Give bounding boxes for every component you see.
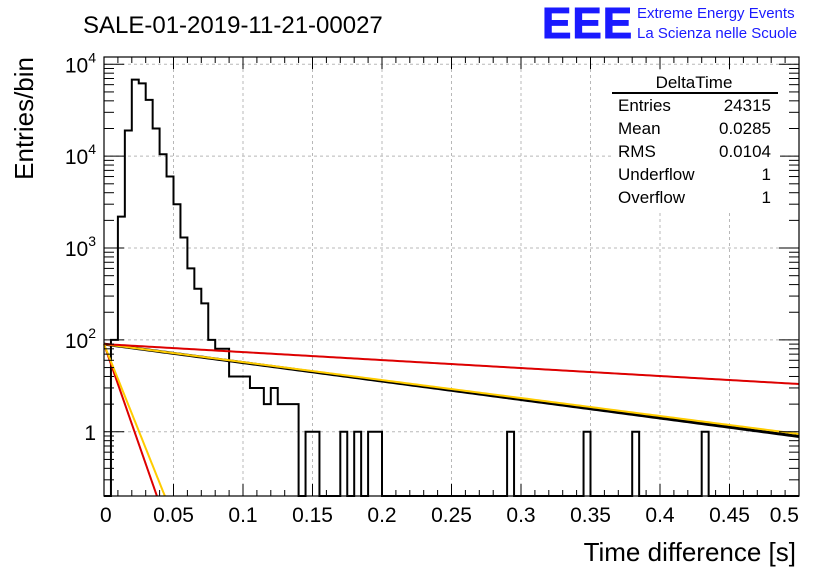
logo-mark: EEE [542, 0, 633, 48]
y-tick-label: 104 [65, 141, 96, 169]
x-tick-label: 0.15 [292, 504, 333, 527]
y-axis-label: Entries/bin [9, 57, 39, 180]
stats-label: Underflow [618, 165, 695, 184]
fit-curve [103, 343, 166, 497]
chart-title: SALE-01-2019-11-21-00027 [83, 12, 383, 39]
y-axis-ticks: 1 102 103 104 104 [65, 49, 799, 497]
stats-label: RMS [618, 142, 656, 161]
y-tick-label: 1 [84, 422, 96, 445]
stats-rows: Entries 24315 Mean 0.0285 RMS 0.0104 Underflow… [618, 96, 771, 207]
stats-label: Entries [618, 96, 671, 115]
stats-value: 1 [762, 165, 771, 184]
stats-value: 0.0285 [719, 119, 771, 138]
stats-value: 1 [762, 188, 771, 207]
x-axis-ticks: 0 0.05 0.1 0.15 0.2 0.25 0.3 0.35 0.4 0.45 0.5 [100, 57, 800, 527]
y-tick-label: 104 [65, 49, 96, 77]
y-tick-label: 102 [65, 325, 96, 353]
x-tick-label: 0.2 [367, 504, 396, 527]
x-axis-label: Time difference [s] [584, 537, 796, 567]
stats-label: Mean [618, 119, 661, 138]
fit-curve [103, 343, 158, 497]
x-tick-label: 0.4 [645, 504, 675, 527]
fit-curve [103, 343, 800, 435]
stats-value: 0.0104 [719, 142, 771, 161]
stats-label: Overflow [618, 188, 686, 207]
fit-curve [103, 343, 800, 386]
fit-curves [103, 342, 800, 497]
x-tick-label: 0.25 [431, 504, 472, 527]
x-tick-label: 0.35 [570, 504, 611, 527]
stats-value: 24315 [724, 96, 771, 115]
y-tick-label: 103 [65, 233, 96, 261]
stats-box-title: DeltaTime [656, 73, 733, 92]
x-tick-label: 0.1 [228, 504, 257, 527]
x-tick-label: 0.05 [153, 504, 194, 527]
logo-line-1: Extreme Energy Events [637, 5, 795, 22]
x-tick-label: 0.45 [709, 504, 750, 527]
x-tick-label: 0.5 [770, 504, 799, 527]
logo-line-2: La Scienza nelle Scuole [637, 25, 797, 42]
stats-box: DeltaTime Entries 24315 Mean 0.0285 RMS 0.010… [612, 70, 780, 210]
x-tick-label: 0 [100, 504, 112, 527]
x-tick-label: 0.3 [506, 504, 535, 527]
eee-logo: EEE Extreme Energy Events La Scienza nel… [542, 0, 798, 49]
